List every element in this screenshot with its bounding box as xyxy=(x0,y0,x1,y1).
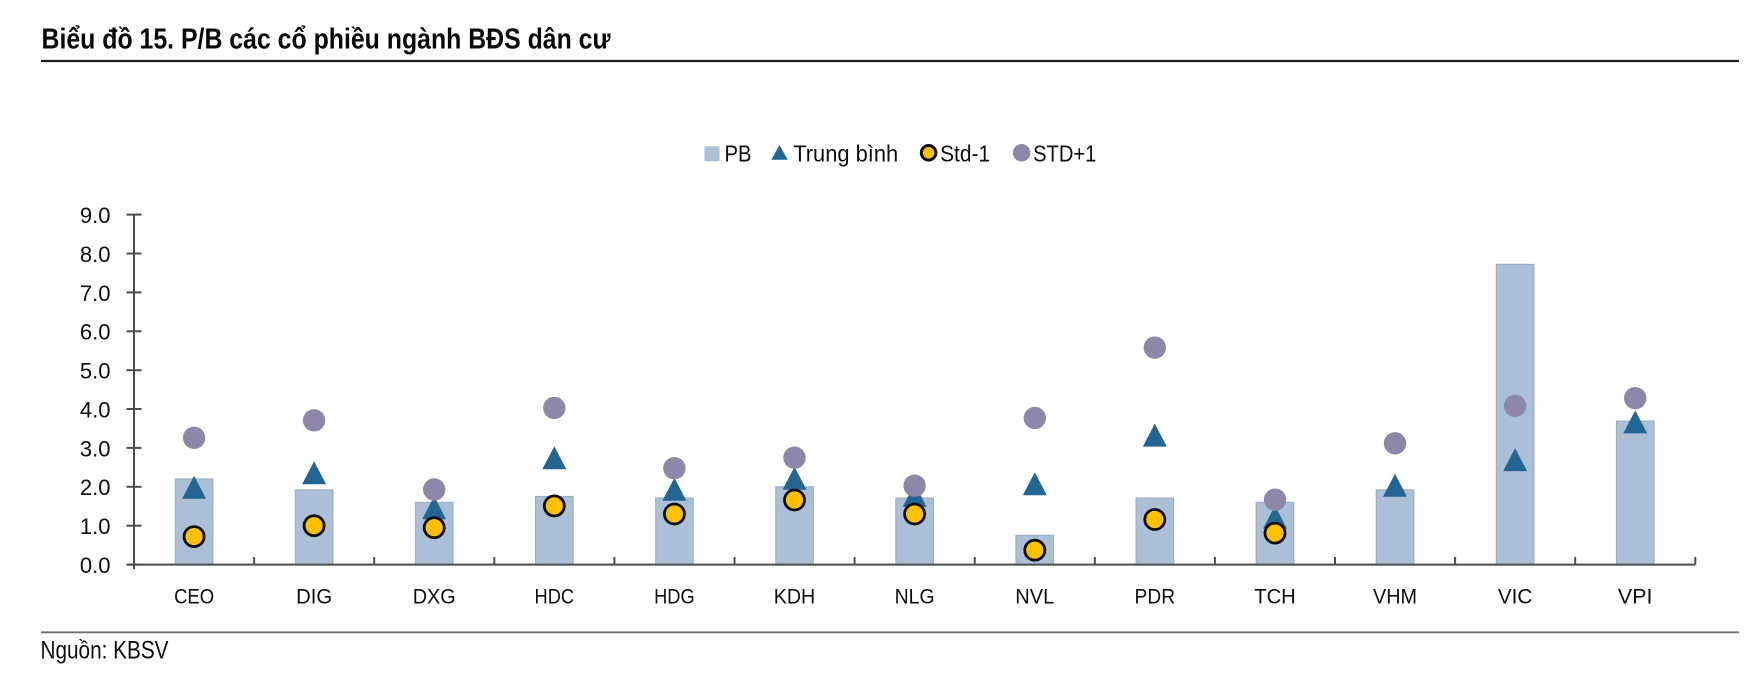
svg-text:TCH: TCH xyxy=(1254,586,1296,609)
svg-text:VHM: VHM xyxy=(1373,586,1417,609)
svg-text:VIC: VIC xyxy=(1498,586,1533,609)
svg-text:CEO: CEO xyxy=(174,586,214,609)
svg-text:DIG: DIG xyxy=(296,586,332,609)
svg-text:STD+1: STD+1 xyxy=(1033,140,1096,166)
svg-text:6.0: 6.0 xyxy=(80,320,111,345)
svg-text:1.0: 1.0 xyxy=(80,514,111,539)
svg-text:Std-1: Std-1 xyxy=(940,140,990,166)
svg-text:7.0: 7.0 xyxy=(80,281,111,306)
svg-text:Biểu đồ 15. P/B các cổ phiều n: Biểu đồ 15. P/B các cổ phiều ngành BĐS d… xyxy=(42,23,611,55)
svg-text:4.0: 4.0 xyxy=(80,397,111,422)
svg-text:DXG: DXG xyxy=(413,586,456,609)
svg-text:HDC: HDC xyxy=(535,586,575,609)
svg-text:9.0: 9.0 xyxy=(80,203,111,228)
svg-text:3.0: 3.0 xyxy=(80,436,111,461)
svg-text:NLG: NLG xyxy=(895,586,935,609)
svg-text:Nguồn: KBSV: Nguồn: KBSV xyxy=(41,637,169,665)
svg-text:8.0: 8.0 xyxy=(80,242,111,267)
svg-text:KDH: KDH xyxy=(774,586,816,609)
svg-text:0.0: 0.0 xyxy=(80,553,111,578)
svg-text:VPI: VPI xyxy=(1618,586,1653,609)
svg-text:Trung bình: Trung bình xyxy=(793,140,898,166)
svg-text:PDR: PDR xyxy=(1135,586,1176,609)
svg-text:PB: PB xyxy=(725,140,752,166)
svg-text:2.0: 2.0 xyxy=(80,475,111,500)
svg-text:5.0: 5.0 xyxy=(80,359,111,384)
svg-text:NVL: NVL xyxy=(1015,586,1054,609)
svg-text:HDG: HDG xyxy=(654,586,695,609)
